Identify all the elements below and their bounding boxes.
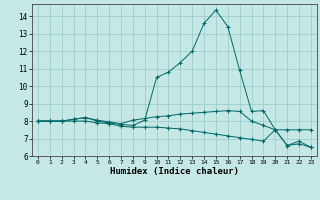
X-axis label: Humidex (Indice chaleur): Humidex (Indice chaleur) bbox=[110, 167, 239, 176]
